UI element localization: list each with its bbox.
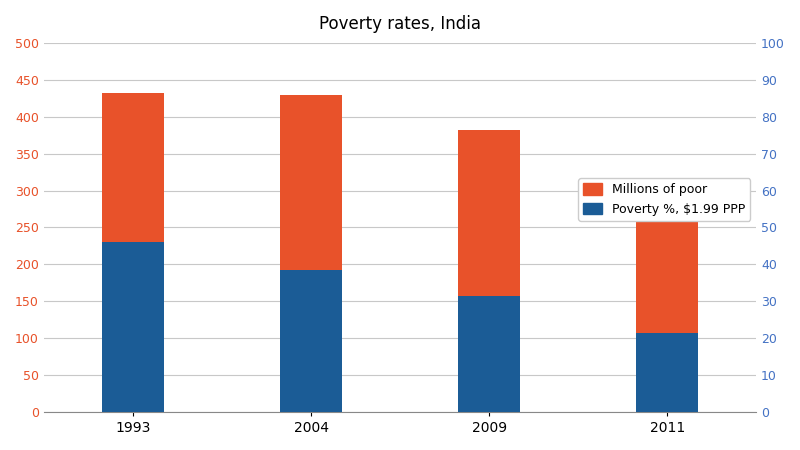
Bar xyxy=(102,242,164,412)
Bar xyxy=(280,94,342,270)
Bar xyxy=(636,333,698,412)
Title: Poverty rates, India: Poverty rates, India xyxy=(319,15,481,33)
Bar xyxy=(636,215,698,333)
Bar xyxy=(102,93,164,242)
Bar xyxy=(280,270,342,412)
Legend: Millions of poor, Poverty %, $1.99 PPP: Millions of poor, Poverty %, $1.99 PPP xyxy=(578,178,750,220)
Bar xyxy=(458,296,520,412)
Bar xyxy=(458,130,520,296)
